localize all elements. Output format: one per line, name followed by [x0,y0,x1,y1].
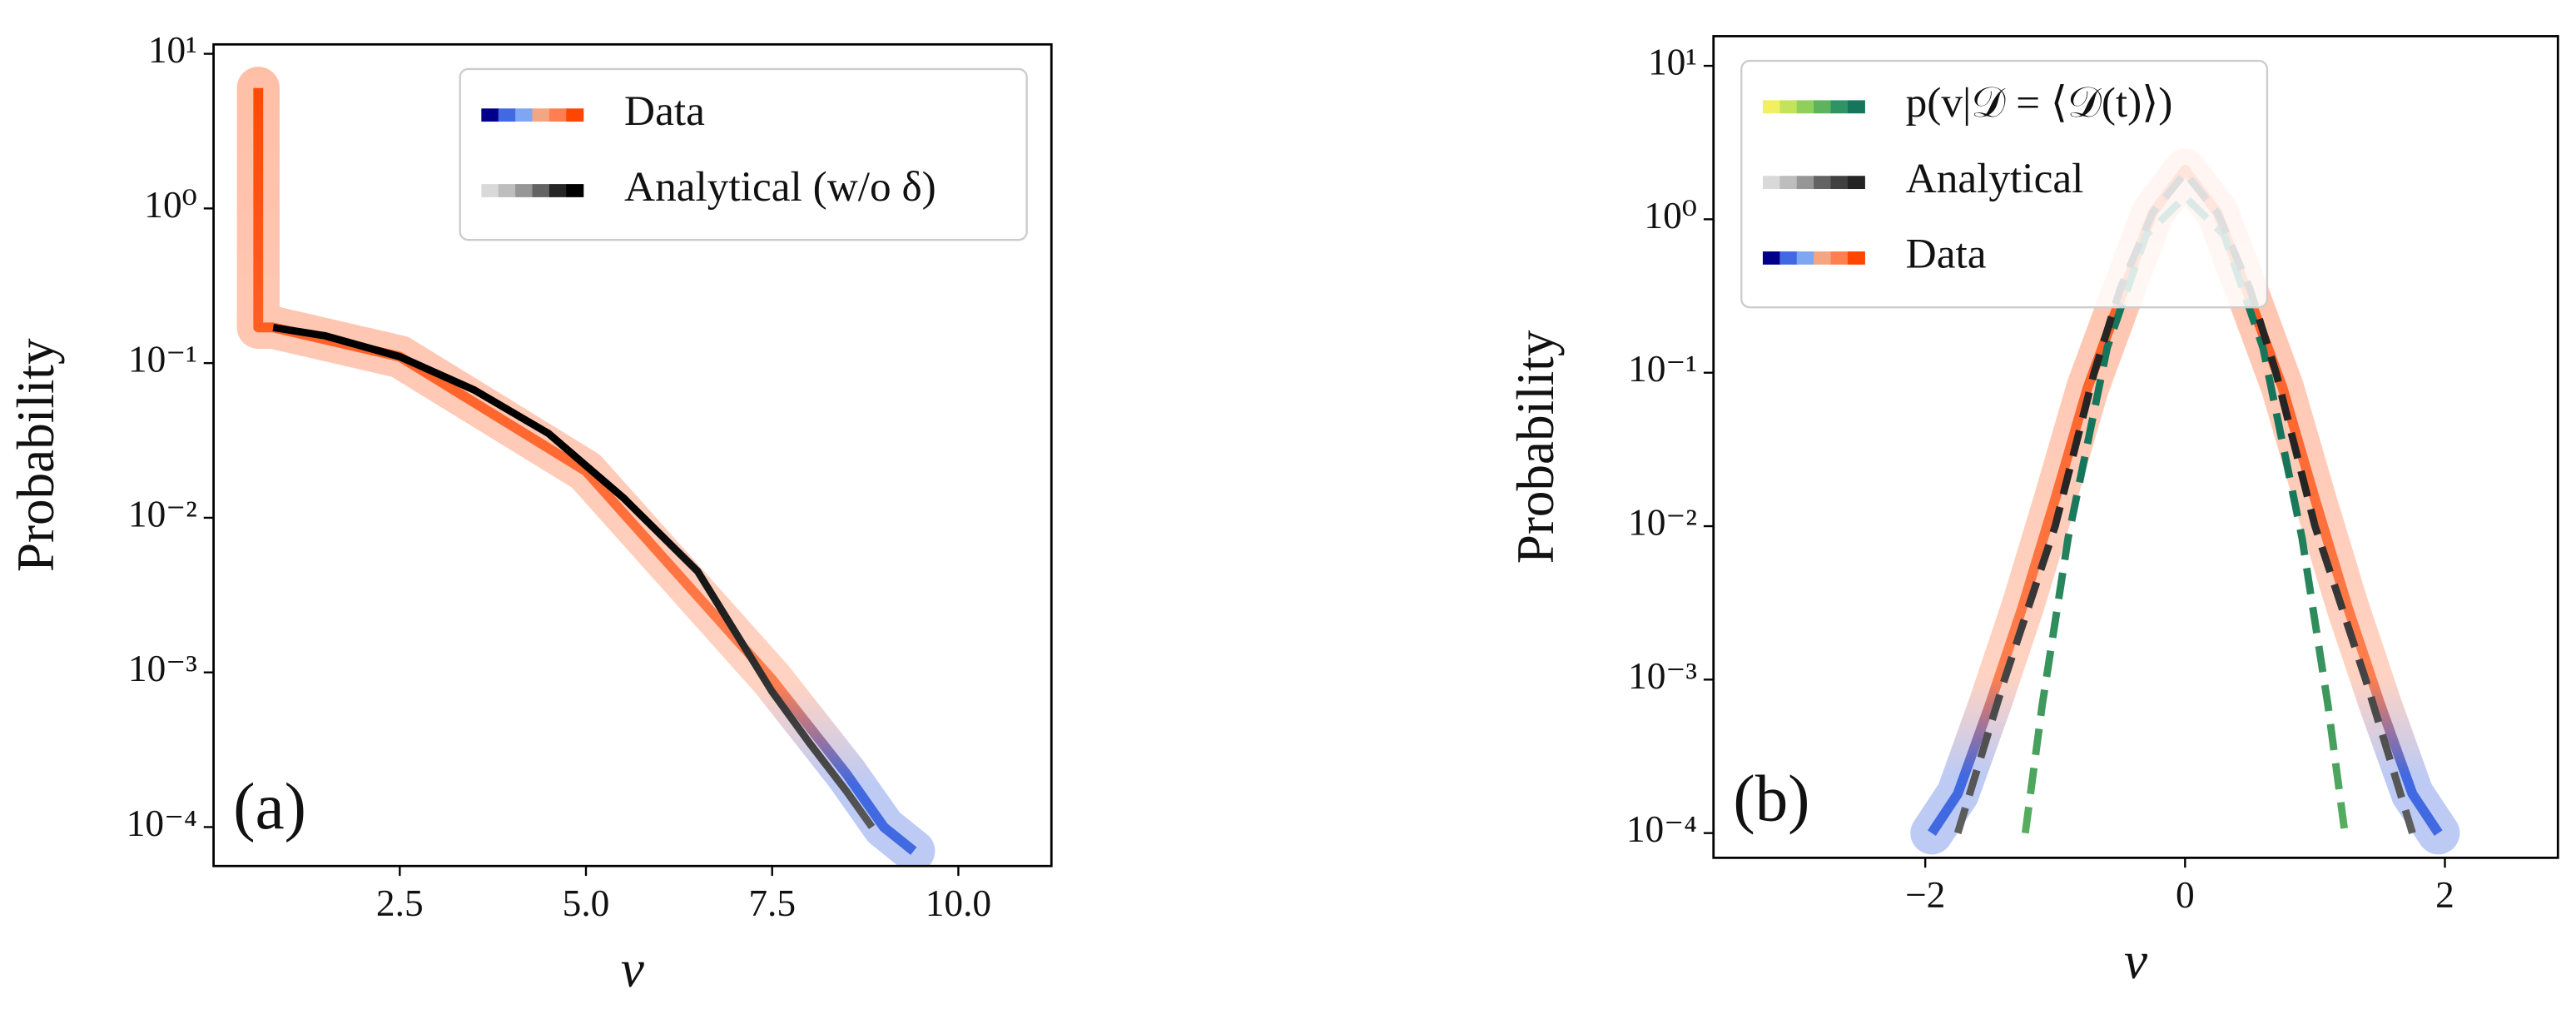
legend-swatch [532,108,550,122]
axes-frame [1712,35,2559,859]
legend-swatch [1796,251,1814,265]
legend-swatch [1830,251,1849,265]
legend-swatch [1847,176,1865,190]
series-line [2021,192,2349,834]
y-tick-label: 10⁻⁴ [1626,808,1697,850]
x-axis-label: v [621,940,645,998]
legend-swatch [481,184,499,197]
legend-swatch [548,184,567,197]
legend-swatch [1779,100,1798,114]
legend-box [1740,59,2269,309]
legend-label: p(v|𝒟 = ⟨𝒟(t)⟩) [1906,79,2173,127]
legend-swatch [1814,176,1832,190]
series-line [272,323,876,830]
legend-label: Data [1906,231,1987,278]
series-line [1953,169,2416,834]
legend-swatch [481,108,499,122]
legend-swatch [1830,176,1849,190]
y-tick-label: 10⁻² [1628,501,1697,543]
legend-swatch [1762,100,1780,114]
legend-swatch [515,108,534,122]
legend-swatch [1814,100,1832,114]
y-tick-label: 10¹ [1648,41,1697,82]
legend-label: Data [624,87,705,135]
panel-label: (b) [1733,763,1809,835]
panel: 10⁻⁴ 10⁻³ 10⁻² 10⁻¹ 10⁰ 10¹ 2.5 5.0 7.5 10.0 v Prob… [7,29,1053,998]
x-tick-label: 7.5 [748,882,796,924]
legend-swatch [566,108,584,122]
y-axis-label: Probability [7,338,65,572]
axes-frame [212,42,1053,867]
legend-swatch [1847,251,1865,265]
plot-area [236,67,936,867]
legend-swatch [1796,100,1814,114]
legend-swatch [498,184,516,197]
legend-swatch [1762,251,1780,265]
legend-box [459,67,1028,241]
legend-swatch [1796,176,1814,190]
x-tick-label: 2.5 [376,882,424,924]
x-tick-label: 10.0 [926,882,991,924]
legend-swatch [498,108,516,122]
legend-swatch [1762,176,1780,190]
y-tick-label: 10⁻¹ [128,339,197,380]
y-tick-label: 10¹ [148,29,197,71]
y-tick-label: 10⁻⁴ [127,803,197,844]
panel-label: (a) [233,771,306,843]
legend-label: Analytical (w/o δ) [624,163,936,211]
legend-swatch [515,184,534,197]
panel: 10⁻⁴ 10⁻³ 10⁻² 10⁻¹ 10⁰ 10¹ −2 0 2 v Probability (b… [1506,35,2559,990]
series-line [253,87,917,855]
x-tick-label: −2 [1905,874,1945,916]
legend-swatch [1779,176,1798,190]
legend-swatch [1779,251,1798,265]
x-tick-label: 0 [2176,874,2195,916]
x-tick-label: 5.0 [563,882,610,924]
y-tick-label: 10⁰ [1644,195,1697,236]
y-tick-label: 10⁰ [144,184,197,226]
y-tick-label: 10⁻² [128,493,197,534]
y-axis-label: Probability [1506,330,1565,564]
legend-swatch [532,184,550,197]
legend-swatch [1830,100,1849,114]
legend-swatch [1847,100,1865,114]
x-axis-label: v [2124,932,2148,990]
legend-swatch [566,184,584,197]
x-tick-label: 2 [2435,874,2454,916]
y-tick-label: 10⁻¹ [1628,348,1697,390]
y-tick-label: 10⁻³ [128,648,197,689]
legend-swatch [1814,251,1832,265]
y-tick-label: 10⁻³ [1628,655,1697,697]
legend-swatch [548,108,567,122]
legend-label: Analytical [1906,155,2084,202]
